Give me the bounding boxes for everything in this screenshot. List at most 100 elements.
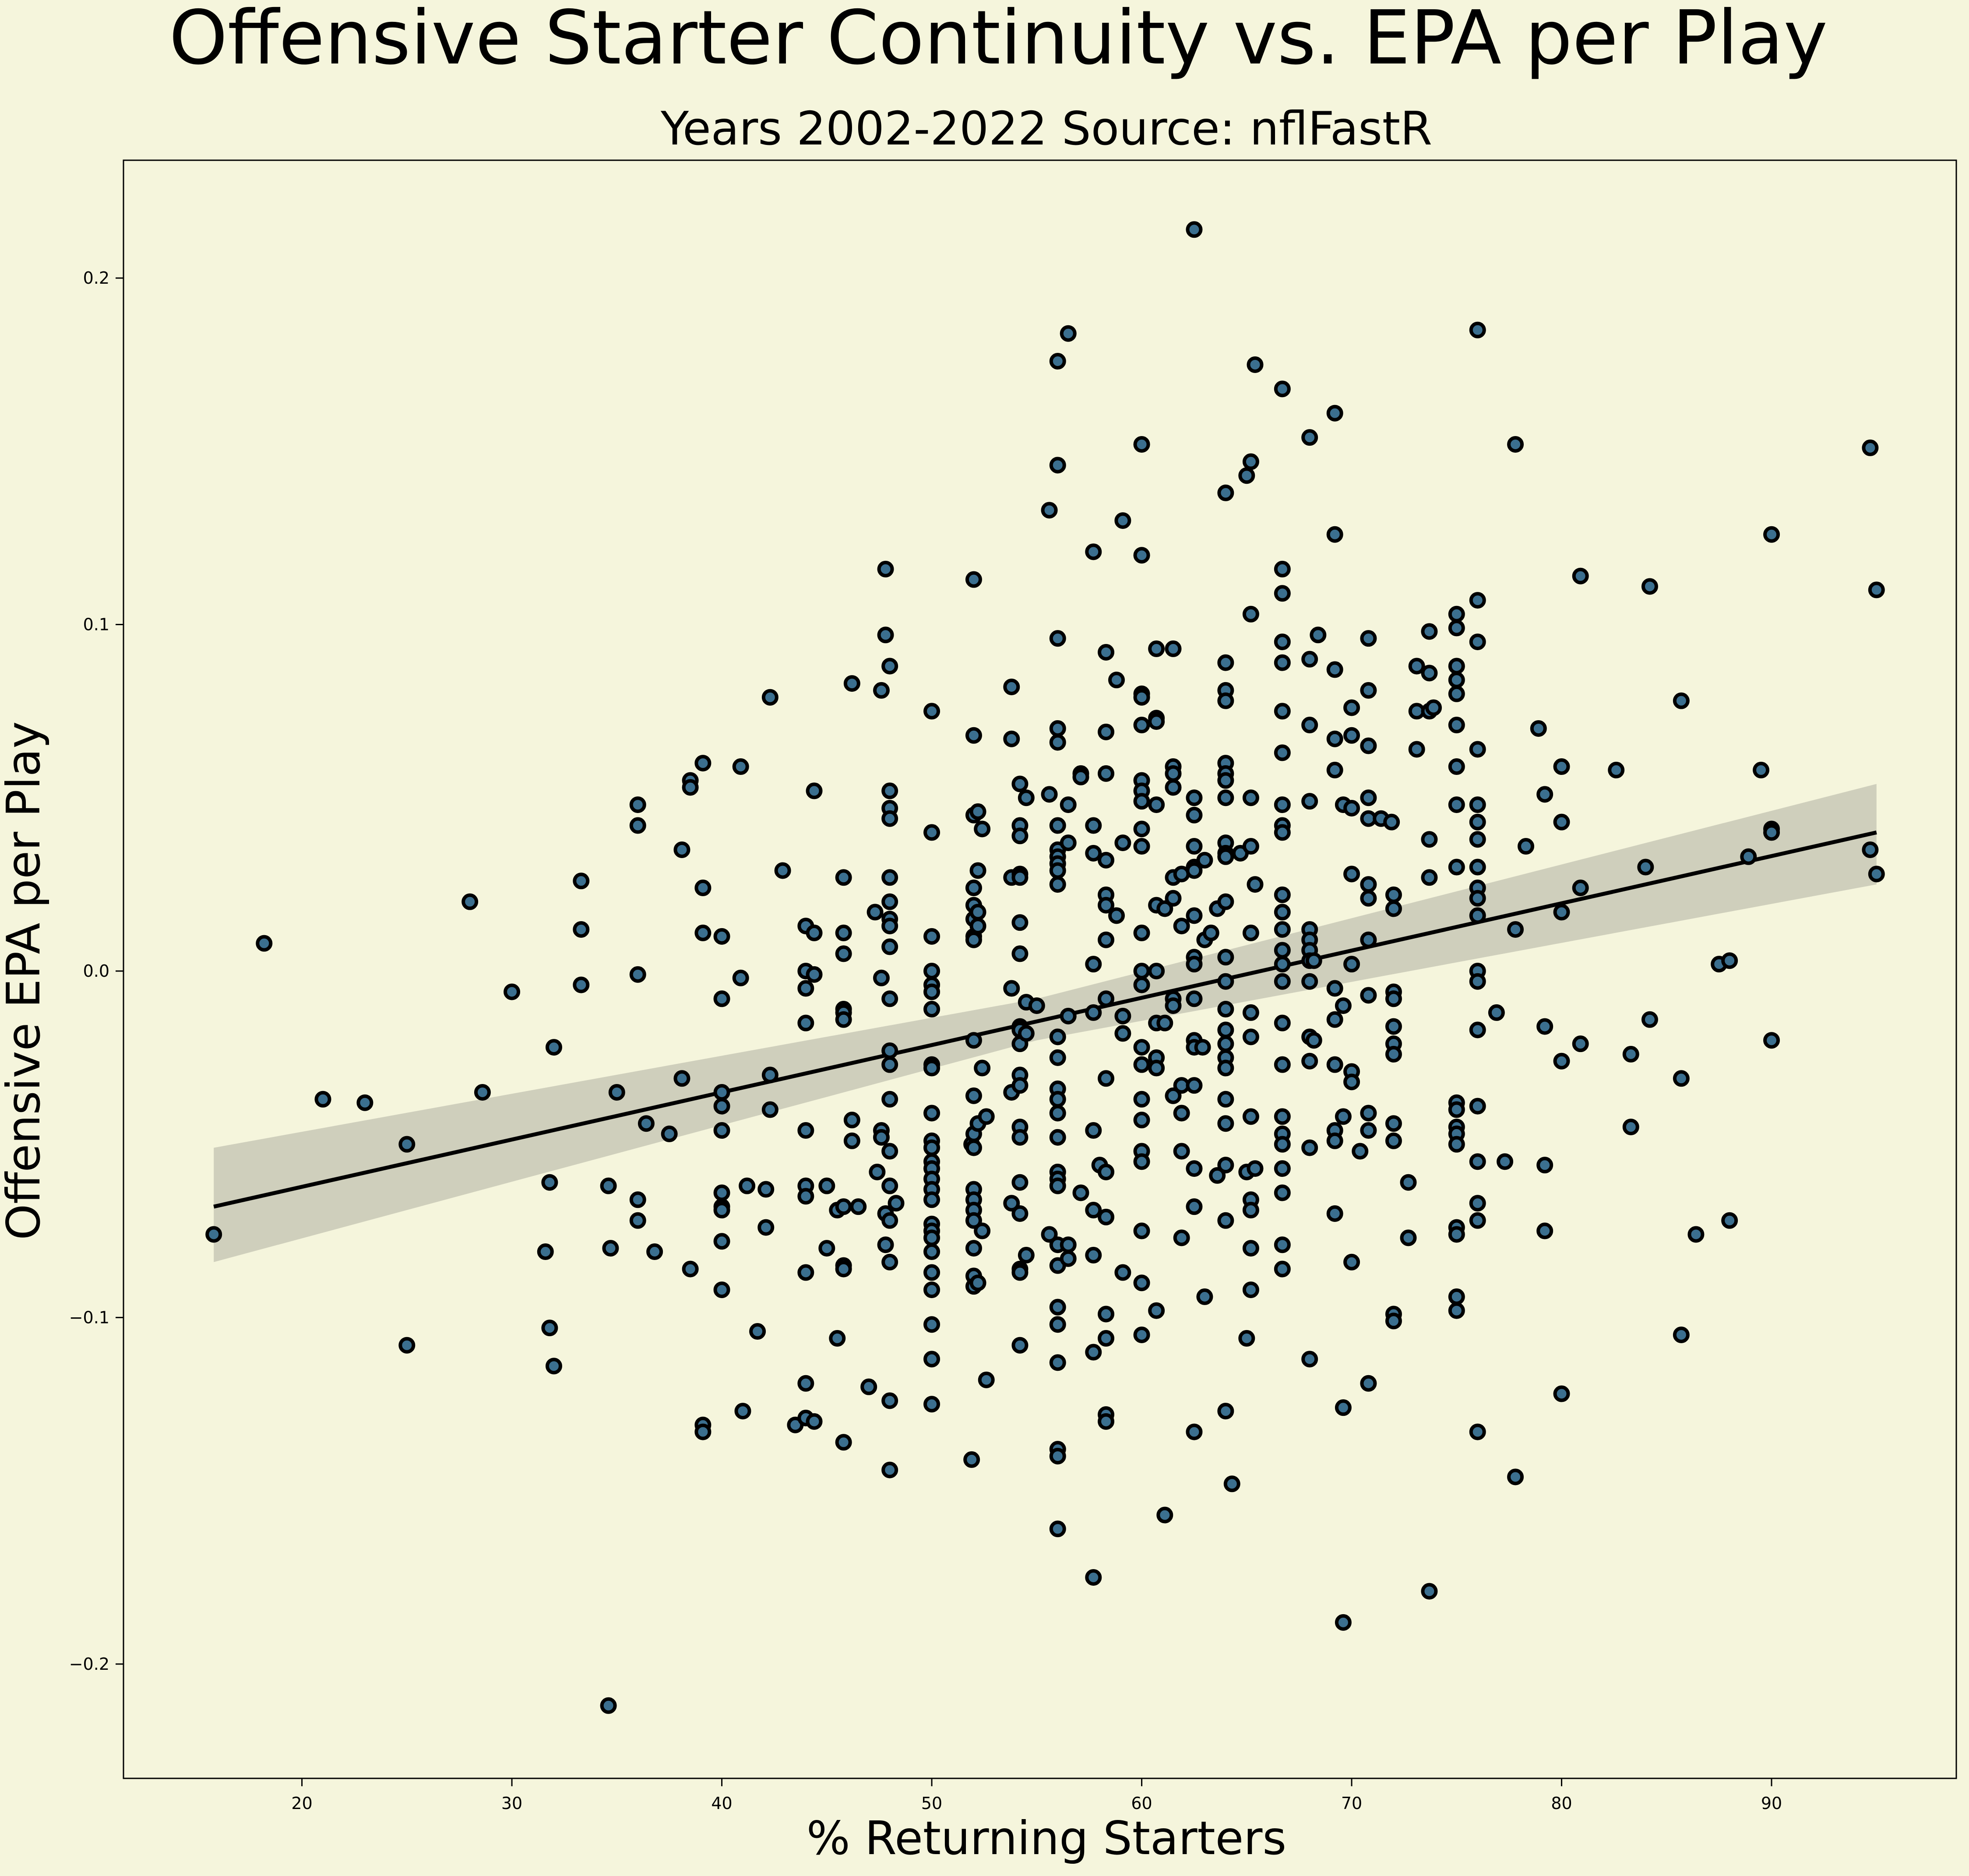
data-point	[1421, 623, 1438, 640]
data-point	[1133, 1153, 1150, 1170]
data-point	[1408, 741, 1425, 758]
data-point	[1133, 547, 1150, 564]
data-point	[1862, 439, 1879, 456]
data-point	[398, 1136, 416, 1153]
data-point	[1421, 831, 1438, 848]
data-point	[1098, 644, 1115, 661]
data-point	[1217, 1157, 1234, 1174]
data-point	[1536, 1157, 1553, 1174]
data-point	[1165, 779, 1182, 796]
data-point	[1098, 1163, 1115, 1180]
data-point	[1098, 1070, 1115, 1087]
data-point	[1098, 852, 1115, 869]
data-point	[1133, 820, 1150, 838]
data-point	[1553, 758, 1570, 775]
data-point	[923, 962, 940, 979]
data-point	[1098, 931, 1115, 948]
data-point	[806, 924, 823, 941]
data-point	[1049, 876, 1066, 893]
data-point	[1385, 1018, 1402, 1035]
data-point	[1217, 1091, 1234, 1108]
data-point	[1360, 1122, 1377, 1139]
data-point	[1108, 907, 1125, 924]
data-point	[860, 1378, 877, 1395]
data-point	[1469, 1153, 1486, 1170]
data-point	[1301, 429, 1318, 446]
data-point	[1173, 1229, 1190, 1246]
data-point	[1011, 1077, 1029, 1094]
y-tick-label: 0.2	[83, 268, 109, 288]
data-point	[1622, 1119, 1639, 1136]
data-point	[881, 1177, 898, 1194]
data-point	[1301, 717, 1318, 734]
data-point	[573, 976, 590, 993]
data-point	[1448, 717, 1465, 734]
data-point	[835, 869, 852, 886]
data-point	[881, 918, 898, 935]
data-point	[881, 1212, 898, 1229]
data-point	[1385, 1115, 1402, 1132]
data-point	[1049, 1177, 1066, 1194]
data-point	[1186, 221, 1203, 238]
data-point	[1721, 1212, 1738, 1229]
confidence-band	[214, 784, 1877, 1262]
data-point	[682, 1260, 699, 1278]
data-point	[1196, 852, 1213, 869]
data-point	[1242, 1108, 1259, 1125]
data-point	[843, 1132, 860, 1149]
data-point	[1049, 630, 1066, 647]
data-point	[1763, 526, 1780, 543]
data-point	[1360, 789, 1377, 806]
data-point	[1148, 640, 1165, 657]
data-point	[965, 1212, 982, 1229]
data-point	[1421, 869, 1438, 886]
data-point	[1408, 658, 1425, 675]
data-point	[923, 1001, 940, 1018]
data-point	[629, 1191, 646, 1208]
data-point	[1301, 651, 1318, 668]
data-point	[1343, 727, 1360, 744]
y-axis-label: Offensive EPA per Play	[0, 721, 50, 1240]
data-point	[1469, 973, 1486, 990]
data-point	[835, 945, 852, 962]
data-point	[965, 1240, 982, 1257]
data-point	[1448, 605, 1465, 623]
data-point	[1165, 640, 1182, 657]
data-point	[1518, 838, 1535, 855]
data-point	[806, 1413, 823, 1430]
data-point	[1186, 838, 1203, 855]
data-point	[1085, 1004, 1102, 1021]
data-point	[1173, 1105, 1190, 1122]
data-point	[1469, 741, 1486, 758]
data-point	[1114, 834, 1131, 852]
data-point	[1114, 512, 1131, 529]
data-point	[1133, 838, 1150, 855]
data-point	[1274, 1014, 1291, 1031]
data-point	[1098, 1208, 1115, 1225]
data-point	[1217, 949, 1234, 966]
data-point	[1242, 1028, 1259, 1045]
data-point	[963, 1451, 980, 1468]
data-point	[638, 1115, 655, 1132]
data-point	[923, 1351, 940, 1368]
data-point	[873, 969, 890, 986]
data-point	[1133, 689, 1150, 706]
data-point	[1049, 1447, 1066, 1464]
data-point	[1274, 1260, 1291, 1278]
data-point	[629, 817, 646, 834]
data-point	[1247, 1160, 1264, 1177]
data-point	[1862, 841, 1879, 858]
data-point	[1011, 1205, 1029, 1222]
data-point	[1343, 866, 1360, 883]
data-point	[1041, 786, 1058, 803]
data-point	[1360, 931, 1377, 948]
data-point	[1011, 775, 1029, 792]
data-point	[1049, 734, 1066, 751]
data-point	[1448, 1136, 1465, 1153]
data-point	[978, 1108, 995, 1125]
data-point	[923, 1396, 940, 1413]
data-point	[835, 1011, 852, 1028]
data-point	[1469, 796, 1486, 813]
data-point	[713, 1233, 730, 1250]
data-point	[629, 966, 646, 983]
